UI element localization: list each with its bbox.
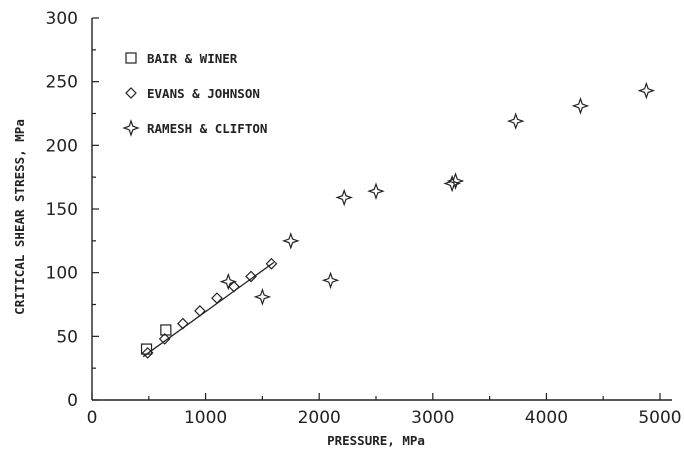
x-tick-label: 0 bbox=[87, 408, 98, 428]
data-point-diamond bbox=[228, 280, 240, 293]
data-point-diamond bbox=[265, 257, 278, 270]
data-points bbox=[140, 81, 656, 359]
data-point-square bbox=[140, 343, 153, 355]
fit-line bbox=[142, 261, 275, 358]
x-tick-label: 5000 bbox=[638, 408, 681, 428]
data-point-star bbox=[637, 81, 656, 100]
data-point-star bbox=[571, 97, 590, 115]
axes bbox=[91, 18, 672, 401]
y-tick-label: 100 bbox=[46, 264, 78, 284]
legend-marker-diamond bbox=[125, 87, 137, 99]
data-point-star bbox=[443, 174, 461, 193]
data-point-star bbox=[321, 271, 340, 290]
x-tick-label: 1000 bbox=[184, 408, 227, 428]
y-tick-label: 50 bbox=[56, 327, 78, 347]
x-axis-title: PRESSURE, MPa bbox=[327, 433, 425, 448]
fit-line-group bbox=[142, 261, 275, 358]
ticks: 0 1000 2000 3000 4000 5000 0 50 100 150 200 250 300 bbox=[46, 9, 682, 428]
legend-label: EVANS & JOHNSON bbox=[147, 86, 260, 101]
data-point-star bbox=[219, 272, 238, 291]
y-tick-label: 150 bbox=[46, 200, 78, 220]
y-tick-label: 0 bbox=[67, 391, 78, 411]
legend-marker-square bbox=[125, 52, 137, 64]
data-point-star bbox=[446, 172, 465, 190]
data-point-diamond bbox=[141, 347, 154, 359]
y-tick-label: 200 bbox=[46, 136, 78, 156]
legend: BAIR & WINER EVANS & JOHNSON RAMESH & CLIF… bbox=[122, 51, 267, 137]
x-tick-label: 4000 bbox=[525, 408, 568, 428]
legend-label: RAMESH & CLIFTON bbox=[147, 121, 267, 136]
data-point-diamond bbox=[211, 292, 223, 304]
data-point-diamond bbox=[245, 270, 257, 283]
y-tick-label: 300 bbox=[46, 9, 78, 29]
data-point-star bbox=[367, 182, 385, 201]
legend-label: BAIR & WINER bbox=[147, 51, 238, 66]
data-point-star bbox=[506, 112, 525, 130]
legend-marker-star bbox=[122, 119, 140, 137]
x-tick-label: 2000 bbox=[298, 408, 341, 428]
y-tick-label: 250 bbox=[46, 73, 78, 93]
data-point-square bbox=[160, 324, 172, 336]
data-point-diamond bbox=[158, 333, 171, 345]
x-tick-label: 3000 bbox=[411, 408, 454, 428]
data-point-star bbox=[335, 188, 354, 207]
data-point-diamond bbox=[194, 305, 206, 317]
y-axis-title: CRITICAL SHEAR STRESS, MPa bbox=[12, 119, 27, 315]
data-point-diamond bbox=[177, 317, 189, 330]
data-point-star bbox=[253, 288, 272, 306]
data-point-star bbox=[281, 231, 300, 250]
